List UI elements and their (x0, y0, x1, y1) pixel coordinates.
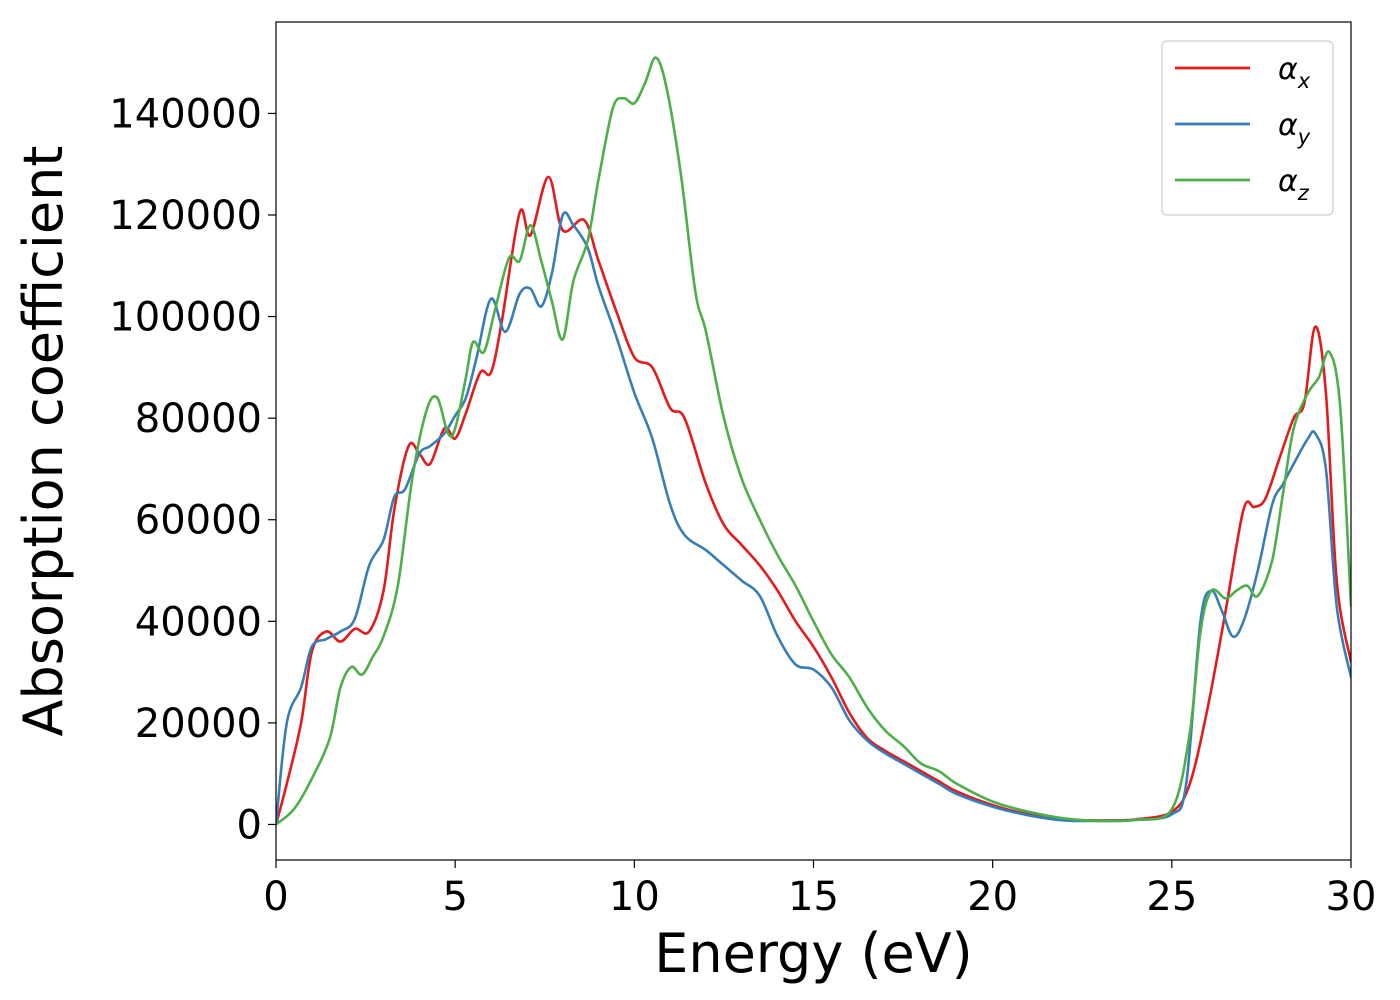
series-line-alpha-z (276, 56, 1351, 826)
y-tick-label: 100000 (109, 295, 262, 341)
legend-symbol: α (1278, 108, 1298, 143)
legend-symbol: α (1278, 52, 1298, 87)
legend-subscript: x (1297, 69, 1311, 93)
x-tick-label: 0 (263, 874, 288, 920)
x-tick-label: 25 (1146, 874, 1197, 920)
series-line-alpha-y (276, 211, 1351, 826)
y-tick-label: 80000 (135, 396, 262, 442)
series-layer (276, 56, 1351, 826)
y-axis-title: Absorption coefficient (12, 146, 75, 737)
x-tick-label: 5 (442, 874, 467, 920)
legend-subscript: y (1297, 125, 1311, 149)
legend-label-alpha-x: αx (1278, 52, 1311, 93)
y-tick-label: 40000 (135, 599, 262, 645)
legend-label-alpha-y: αy (1278, 108, 1311, 149)
y-tick-label: 0 (237, 802, 262, 848)
legend-label-alpha-z: αz (1278, 164, 1310, 205)
y-axis: 0 20000 40000 60000 80000 100000 120000 140000 (109, 91, 276, 848)
x-tick-label: 20 (967, 874, 1018, 920)
y-tick-label: 20000 (135, 701, 262, 747)
y-tick-label: 140000 (109, 91, 262, 137)
x-tick-label: 15 (788, 874, 839, 920)
series-line-alpha-x (276, 175, 1351, 826)
legend-subscript: z (1297, 181, 1310, 205)
legend-symbol: α (1278, 164, 1298, 199)
x-axis-title: Energy (eV) (654, 922, 973, 985)
legend-box (1161, 40, 1334, 216)
y-tick-label: 60000 (135, 498, 262, 544)
y-tick-label: 120000 (109, 193, 262, 239)
x-tick-label: 30 (1326, 874, 1377, 920)
x-axis: 0 5 10 15 20 25 30 (263, 860, 1376, 920)
x-tick-label: 10 (609, 874, 660, 920)
